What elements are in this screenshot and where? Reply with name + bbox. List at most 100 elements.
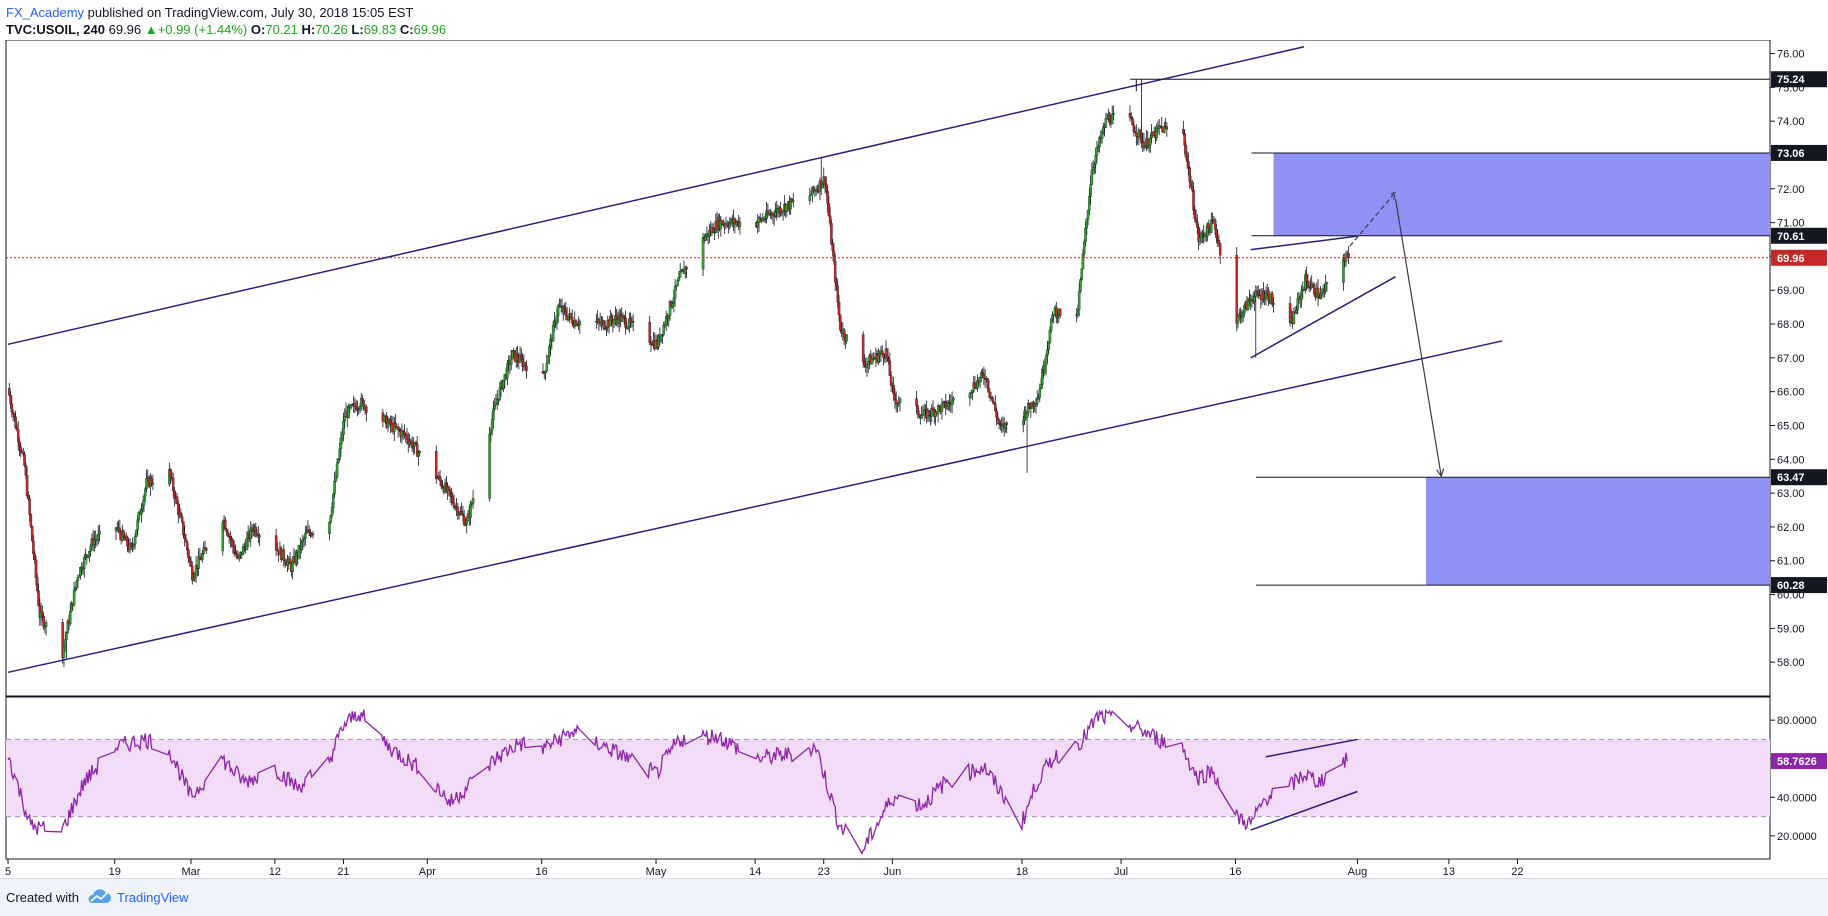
candle-body (28, 498, 31, 515)
open-label: O: (250, 22, 266, 37)
candle-body (685, 267, 688, 270)
candle-body (1295, 309, 1298, 314)
candle-body (1028, 403, 1031, 408)
candle-body (44, 622, 48, 627)
candle-body (300, 541, 303, 551)
tradingview-cloud-icon[interactable] (86, 888, 112, 906)
candle (1142, 132, 1146, 152)
rsi-axis-label: 80.0000 (1777, 715, 1817, 727)
candle (37, 583, 40, 607)
candle-body (232, 546, 236, 553)
candle-body (283, 560, 287, 564)
candle-body (151, 483, 155, 485)
candle (808, 188, 812, 205)
candle-body (649, 342, 653, 345)
candle-body (785, 204, 789, 213)
candle (224, 516, 227, 530)
candle-body (1138, 129, 1142, 134)
candle-body (1104, 118, 1108, 128)
candle-body (414, 442, 418, 444)
candle-body (1043, 365, 1047, 373)
candle-body (1201, 232, 1204, 235)
candle (1104, 112, 1108, 129)
candle-body (830, 222, 833, 245)
candle-body (224, 519, 227, 530)
last-price: 69.96 (108, 22, 142, 37)
price-axis-label: 71.00 (1777, 218, 1805, 230)
candle (185, 540, 189, 555)
candle-body (1140, 133, 1143, 144)
candle-body (1093, 164, 1096, 168)
candle-body (1146, 138, 1150, 148)
candle-body (1238, 314, 1241, 317)
candle-body (1271, 293, 1274, 304)
candle-body (1094, 155, 1097, 165)
candle (69, 603, 72, 626)
candle-body (892, 385, 895, 395)
time-axis-label: 22 (1511, 866, 1523, 878)
candle (1347, 246, 1350, 264)
candle-body (438, 476, 442, 481)
candle (85, 554, 89, 565)
candle-body (662, 325, 665, 335)
candle-body (238, 555, 241, 558)
price-level-tag-text: 70.61 (1777, 231, 1805, 243)
candle (680, 268, 683, 273)
candle-body (63, 639, 67, 647)
drawing-lines-layer (6, 46, 1770, 674)
candle (16, 420, 20, 451)
price-axis-label: 62.00 (1777, 522, 1805, 534)
candle (492, 400, 495, 428)
chart-canvas[interactable]: 58.0059.0060.0061.0062.0063.0064.0065.00… (0, 40, 1828, 878)
candle-body (945, 406, 949, 409)
price-level-tag-bg (1771, 227, 1827, 244)
candle (1081, 248, 1085, 270)
candle (894, 391, 898, 413)
candle (1342, 253, 1345, 291)
candle-body (1051, 314, 1054, 319)
price-axis-label: 69.00 (1777, 285, 1805, 297)
price-axis-label: 67.00 (1777, 353, 1805, 365)
candle-body (888, 360, 892, 376)
time-axis[interactable]: 5 19 Mar 12 21 Apr 16 May 14 23 Jun 18 Jul 16 Aug 13 22 (5, 859, 1524, 878)
candle-body (14, 416, 17, 428)
time-axis-label: 16 (1229, 866, 1241, 878)
author-link[interactable]: FX_Academy (6, 5, 85, 20)
candle-body (516, 354, 519, 361)
candle (23, 451, 26, 467)
candle-body (29, 514, 33, 527)
candle-body (8, 388, 11, 396)
candle (525, 360, 528, 379)
target-move-arrow-shaft (1394, 198, 1442, 477)
candle-body (184, 538, 188, 543)
candle (201, 550, 204, 563)
price-level-tag: 63.47 (1771, 469, 1827, 486)
candle-body (1048, 330, 1052, 344)
tradingview-link[interactable]: TradingView (117, 890, 189, 905)
candle (833, 254, 837, 291)
candle-body (135, 529, 138, 537)
candle-body (23, 454, 26, 466)
candle-body (991, 397, 995, 402)
candle-body (85, 554, 89, 557)
low-value: 69.83 (363, 22, 397, 37)
candle-body (506, 363, 509, 379)
candle-body (197, 556, 200, 569)
high-label: H: (301, 22, 316, 37)
rsi-axis-label: 40.0000 (1777, 792, 1817, 804)
candle-body (10, 403, 14, 413)
candle-body (1210, 219, 1213, 233)
candle-body (27, 495, 30, 499)
candle (1192, 181, 1195, 216)
candle-body (1257, 291, 1260, 296)
candle (1165, 121, 1169, 137)
candle (291, 556, 294, 580)
candle-body (624, 317, 627, 328)
candle (202, 541, 205, 555)
candle (551, 320, 555, 342)
candle-body (1218, 243, 1222, 256)
candle-body (675, 285, 678, 287)
price-level-tag-bg (1771, 249, 1827, 266)
candle-body (358, 406, 362, 409)
candle-body (631, 321, 635, 323)
